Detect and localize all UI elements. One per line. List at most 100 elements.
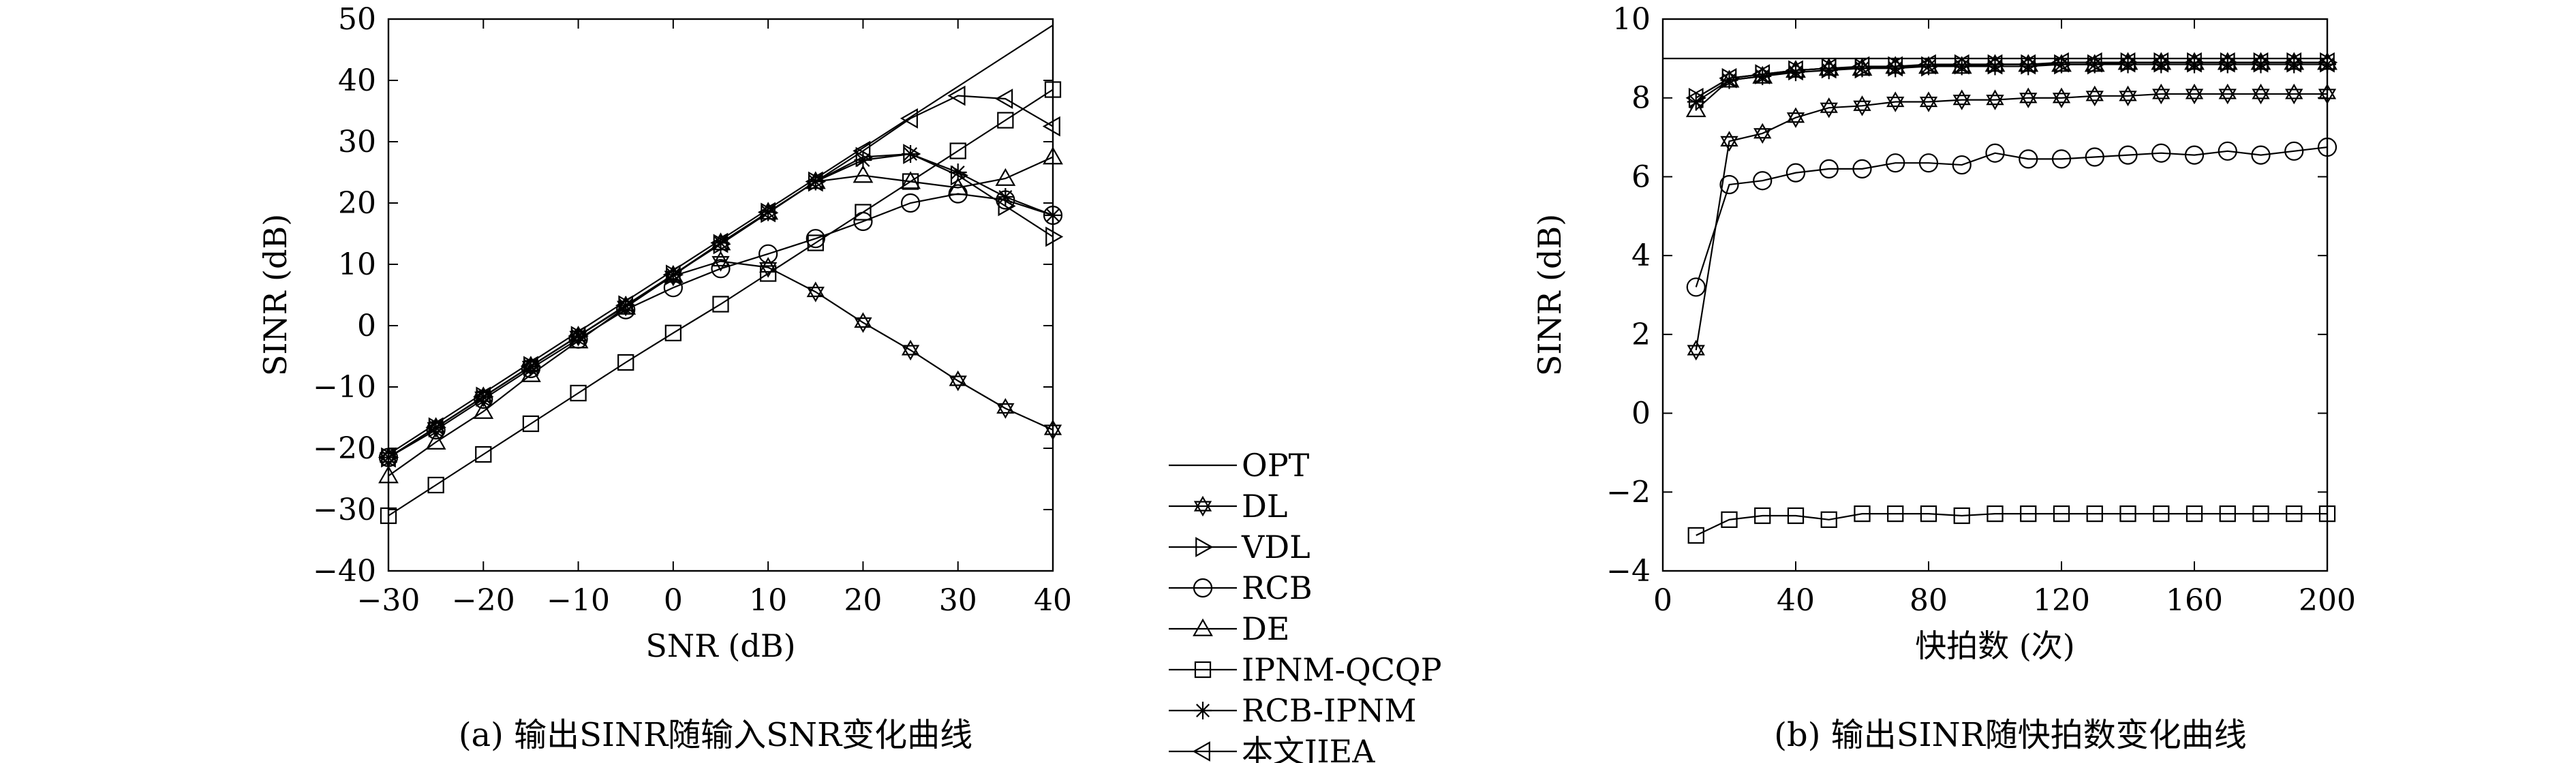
chart-a-point [664,324,682,341]
chart-a-ytick-label: −30 [313,493,376,527]
chart-a-xtick-label: 20 [844,583,882,618]
chart-b-point [1819,159,1839,178]
chart-b-point [1719,67,1737,89]
legend-label: IPNM-QCQP [1242,651,1442,688]
chart-a-point [711,251,730,272]
chart-a-point [425,431,446,450]
chart-b-xtick-label: 40 [1777,583,1815,618]
chart-a-point [995,89,1013,109]
chart-b-point [2018,54,2036,75]
chart-a-ytick-label: 0 [357,309,376,343]
chart-b-point [1887,505,1904,523]
chart-a-point [759,265,777,282]
chart-a-point [473,386,491,407]
chart-a-ytick-label: −10 [313,370,376,405]
chart-a-point [711,259,731,279]
chart-a-point [520,356,538,377]
chart-a-point [855,204,872,221]
chart-a-point [615,295,634,316]
chart-b-point [1786,107,1805,128]
chart-a-point [901,339,920,361]
chart-a-point [900,171,921,189]
chart-a-ytick-label: 20 [338,186,376,221]
caption-b: (b) 输出SINR随快拍数变化曲线 [1774,716,2246,754]
chart-b-point [1852,56,1870,77]
chart-a-xtick-label: −30 [357,583,420,618]
chart-a-ytick-label: 40 [338,63,376,98]
chart-a-point [662,264,681,285]
chart-b-point [2186,55,2203,74]
chart-b-point [1818,58,1837,79]
chart-b-point [1985,143,2005,163]
legend: OPT DL VDL RCB DE IPNM-QCQP RCB-IPNM 本文JIEA [1169,447,1442,763]
chart-a-ytick-label: −20 [313,431,376,466]
chart-b-frame [1661,18,2329,572]
chart-a-line-4 [388,156,1054,477]
chart-a-point [805,171,823,192]
legend-item: DL [1169,488,1287,525]
legend-label: DE [1242,610,1289,647]
chart-b-point [1788,60,1807,81]
legend-label: OPT [1242,447,1310,484]
chart-a: −30 −20 −10 0 10 20 30 40−40−30−20−100102030405… [257,2,1072,664]
legend-item: IPNM-QCQP [1169,651,1442,688]
chart-b-point [2119,505,2136,523]
chart-a-point [900,108,918,129]
chart-b-point [1820,511,1837,528]
chart-b-point [2151,52,2169,73]
chart-b-point [2252,83,2270,105]
chart-b-ytick-label: 2 [1631,317,1651,352]
chart-b-point [2252,505,2269,523]
chart-b-point [2218,55,2237,74]
chart-a-point [995,168,1016,186]
chart-b-point [2084,52,2102,73]
chart-a-point [806,229,825,249]
chart-b-point [2184,145,2205,165]
legend-label: RCB [1242,570,1313,606]
chart-b-point [2085,147,2104,167]
chart-a-point [380,507,397,525]
chart-b-point [2318,55,2336,74]
chart-b-point [2186,505,2203,523]
chart-b-xlabel: 快拍数 (次) [1915,627,2075,664]
chart-a-ylabel: SINR (dB) [257,214,294,376]
chart-a-point [568,326,586,347]
chart-b-point [2051,52,2069,73]
chart-b-point [2318,505,2336,523]
chart-a-point [949,142,966,159]
chart-b-point [1951,54,1969,75]
legend-item: DE [1169,610,1289,647]
chart-a-point [947,177,968,196]
chart-b-point [2152,83,2171,105]
legend-label: RCB-IPNM [1242,692,1417,729]
chart-b-point [2284,141,2304,161]
chart-b-series-3 [1686,137,2337,297]
chart-b-series-1 [1687,83,2337,361]
legend-label: 本文JIEA [1242,733,1375,763]
chart-b-point [2085,85,2104,107]
chart-a-xtick-label: −20 [452,583,515,618]
chart-b-point [1753,171,1773,191]
chart-b-point [2185,83,2204,105]
chart-a-line-5 [388,89,1054,516]
chart-a-point [757,202,776,223]
chart-b-point [2151,143,2171,163]
chart-b-point [2252,55,2270,74]
chart-b-ytick-label: −4 [1606,554,1651,589]
chart-b-point [1952,89,1971,110]
chart-b-point [1787,63,1805,82]
chart-a-series-1 [379,251,1062,468]
chart-b-point [2019,87,2038,108]
legend-marker [1194,702,1212,719]
chart-b-ytick-label: 6 [1631,159,1651,194]
chart-a-point [949,164,967,181]
legend-item: VDL [1169,529,1310,565]
chart-b-point [1687,93,1705,111]
chart-b-point [1853,95,1871,116]
chart-b-xtick-label: 80 [1910,583,1948,618]
chart-a-series-7 [378,85,1060,468]
chart-b-point [2251,145,2271,165]
chart-b-point [1886,153,1905,173]
legend-marker [1195,537,1214,557]
chart-a-point [1044,81,1062,98]
